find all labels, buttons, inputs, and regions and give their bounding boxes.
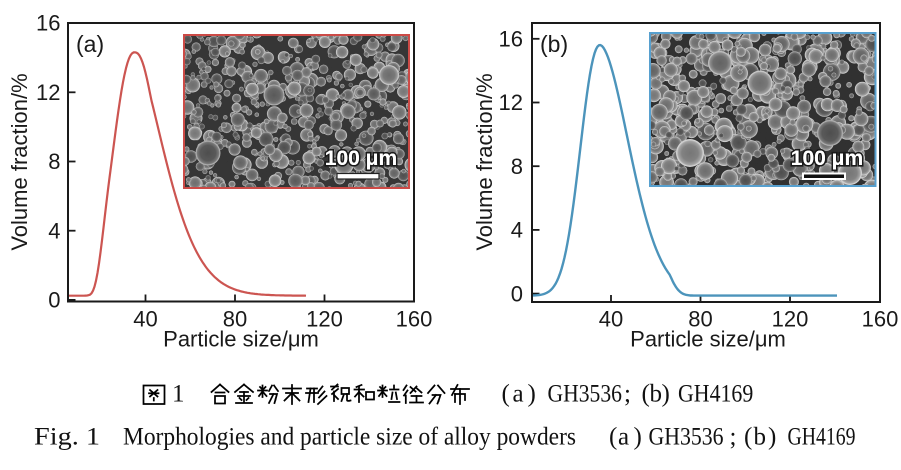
svg-text:100 μm: 100 μm — [791, 147, 863, 170]
svg-text:): ) — [662, 381, 670, 408]
svg-text:;: ; — [730, 424, 737, 451]
svg-text:12: 12 — [499, 90, 523, 115]
svg-text:GH4169: GH4169 — [678, 381, 753, 408]
svg-text:b: b — [650, 381, 663, 408]
svg-text:100 μm: 100 μm — [791, 147, 863, 170]
svg-text:16: 16 — [36, 11, 60, 36]
svg-text:1: 1 — [172, 381, 185, 408]
svg-text:12: 12 — [36, 80, 60, 105]
svg-text:a: a — [618, 424, 629, 451]
svg-text:Particle size/μm: Particle size/μm — [630, 327, 786, 352]
svg-text:8: 8 — [48, 149, 60, 174]
svg-text:): ) — [528, 381, 536, 408]
svg-text:a: a — [513, 381, 524, 408]
svg-text:120: 120 — [306, 307, 343, 332]
svg-text:Volume fraction/%: Volume fraction/% — [472, 73, 497, 250]
svg-text:8: 8 — [511, 154, 523, 179]
svg-text:Particle size/μm: Particle size/μm — [163, 327, 319, 352]
svg-text:40: 40 — [599, 307, 623, 332]
svg-text:Fig. 1: Fig. 1 — [34, 424, 100, 451]
svg-text:80: 80 — [688, 307, 712, 332]
svg-text:(b): (b) — [540, 31, 568, 57]
svg-text:(a): (a) — [76, 31, 104, 57]
svg-text:GH3536: GH3536 — [649, 424, 724, 451]
svg-text:0: 0 — [48, 288, 60, 313]
svg-text:;: ; — [624, 381, 631, 408]
svg-text:16: 16 — [499, 27, 523, 52]
svg-text:(: ( — [744, 424, 752, 451]
svg-text:): ) — [634, 424, 642, 451]
svg-text:160: 160 — [396, 307, 433, 332]
svg-text:80: 80 — [223, 307, 247, 332]
svg-text:160: 160 — [862, 307, 899, 332]
svg-text:): ) — [768, 424, 776, 451]
svg-text:GH4169: GH4169 — [788, 424, 856, 451]
svg-text:120: 120 — [772, 307, 809, 332]
svg-text:4: 4 — [48, 218, 60, 243]
svg-text:40: 40 — [133, 307, 157, 332]
svg-text:(: ( — [642, 381, 650, 408]
svg-text:GH3536: GH3536 — [548, 381, 623, 408]
svg-text:(: ( — [609, 424, 617, 451]
svg-text:(: ( — [502, 381, 510, 408]
svg-text:Morphologies and particle size: Morphologies and particle size of alloy … — [123, 424, 576, 451]
svg-text:100 μm: 100 μm — [325, 147, 397, 170]
svg-text:b: b — [754, 424, 767, 451]
svg-text:Volume fraction/%: Volume fraction/% — [7, 73, 32, 250]
svg-text:0: 0 — [511, 281, 523, 306]
svg-text:4: 4 — [511, 218, 523, 243]
svg-text:100 μm: 100 μm — [325, 147, 397, 170]
